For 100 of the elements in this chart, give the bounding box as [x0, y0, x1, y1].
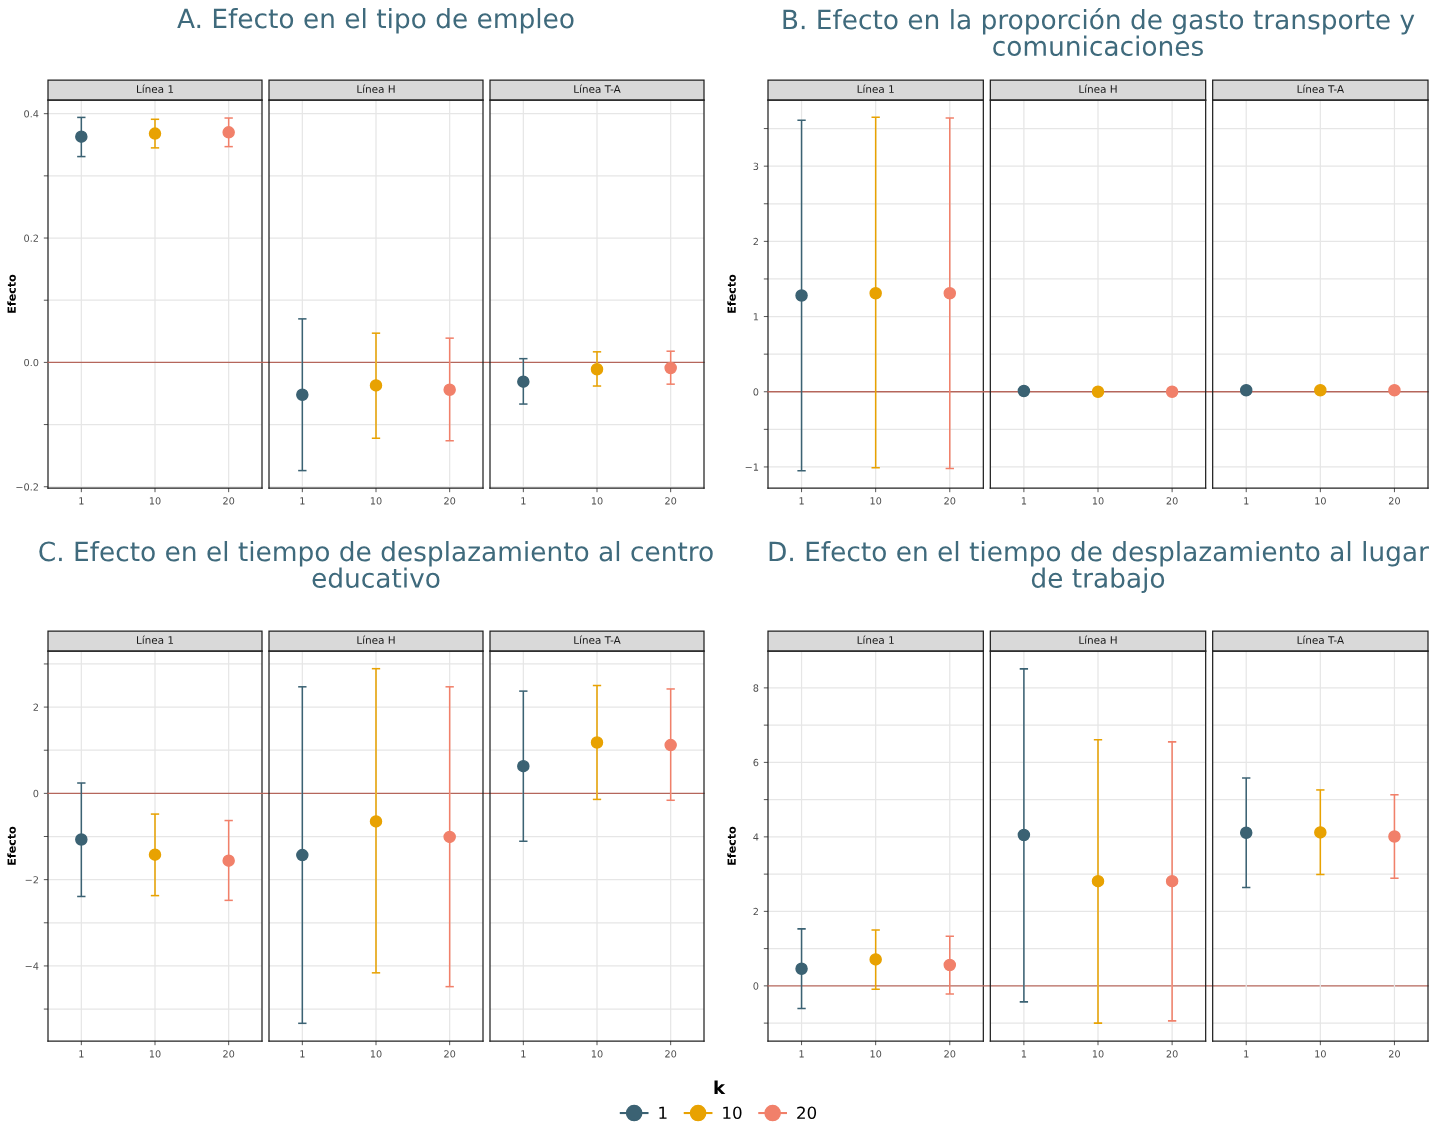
text: Línea 1 [137, 635, 174, 645]
point [943, 958, 957, 972]
point [1017, 828, 1031, 842]
point [1239, 826, 1253, 840]
x-tick-label: 10 [1315, 1050, 1326, 1058]
x-tick-label: 20 [1388, 1050, 1400, 1058]
chart-title: B. Efecto en la proporción de gasto transporte y comunicaciones [783, 8, 1415, 57]
point [943, 286, 957, 300]
point [148, 848, 162, 861]
text: Línea T-A [574, 84, 621, 94]
y-tick-label: −4 [25, 962, 39, 970]
chart-title: C. Efecto en el tiempo de desplazamiento al centro educativo [39, 541, 713, 588]
point [1091, 385, 1105, 399]
y-axis-title: Efecto [727, 826, 736, 865]
x-tick-label: 10 [1315, 497, 1326, 505]
point [1388, 383, 1401, 397]
x-tick-label: 20 [444, 1050, 456, 1058]
legend-label: 1 [659, 1106, 667, 1119]
x-tick-label: 1 [1021, 497, 1027, 505]
x-tick-label: 20 [665, 497, 677, 505]
point [148, 127, 162, 140]
x-tick-label: 1 [1244, 497, 1249, 505]
point [1091, 874, 1105, 888]
chart-title: D. Efecto en el tiempo de desplazamiento al lugar de trabajo [769, 541, 1429, 594]
x-tick-label: 1 [799, 497, 804, 505]
x-tick-label: 20 [665, 1050, 677, 1058]
text: Línea 1 [857, 635, 894, 645]
point [590, 362, 604, 376]
point [869, 953, 882, 966]
y-tick-label: 0 [753, 982, 759, 990]
legend-title: k [714, 1080, 726, 1095]
text: Línea H [1079, 635, 1117, 645]
x-tick-label: 1 [521, 497, 526, 505]
y-axis-title: Efecto [727, 274, 736, 313]
x-tick-label: 10 [149, 1050, 161, 1058]
y-tick-label: 8 [753, 684, 759, 692]
point [369, 815, 383, 828]
x-tick-label: 1 [799, 1050, 804, 1058]
x-tick-label: 10 [1092, 497, 1104, 505]
point [664, 738, 677, 752]
y-tick-label: −1 [745, 463, 759, 471]
y-tick-label: −2 [25, 876, 38, 884]
y-tick-label: 0 [33, 789, 39, 798]
x-tick-label: 1 [1244, 1050, 1249, 1058]
text: Línea H [357, 84, 395, 94]
y-tick-label: 0 [753, 388, 759, 396]
y-tick-label: 0.0 [24, 358, 39, 367]
y-axis-title: Efecto [7, 274, 16, 313]
y-tick-label: 2 [33, 703, 38, 711]
text: Línea 1 [137, 84, 174, 94]
x-tick-label: 10 [370, 497, 382, 505]
point [1165, 385, 1179, 399]
point [1388, 830, 1401, 843]
point [795, 962, 808, 975]
y-tick-label: 6 [753, 758, 759, 767]
y-tick-label: 0.2 [24, 234, 38, 242]
text: Línea T-A [574, 635, 621, 645]
x-tick-label: 20 [444, 497, 456, 505]
legend-label: 10 [723, 1106, 742, 1120]
y-tick-label: 3 [753, 162, 759, 170]
x-tick-label: 20 [223, 1050, 235, 1058]
point [443, 383, 456, 397]
point [1314, 383, 1327, 397]
text: Línea H [357, 635, 395, 645]
text: Línea 1 [857, 84, 894, 94]
text: Línea T-A [1297, 635, 1344, 645]
point [517, 375, 530, 388]
x-tick-label: 10 [870, 1050, 882, 1058]
y-tick-label: 0.4 [24, 110, 39, 118]
x-tick-label: 1 [300, 497, 305, 505]
point [1017, 384, 1031, 398]
point [369, 379, 383, 392]
y-tick-label: 2 [753, 907, 758, 916]
x-tick-label: 20 [223, 497, 235, 505]
x-tick-label: 10 [149, 497, 161, 505]
point [1314, 826, 1327, 839]
point [75, 130, 88, 143]
x-tick-label: 10 [591, 1050, 603, 1058]
x-tick-label: 20 [944, 1050, 956, 1058]
y-tick-label: 1 [753, 313, 759, 321]
y-tick-label: 2 [753, 237, 758, 246]
text: Línea T-A [1297, 84, 1344, 94]
x-tick-label: 10 [870, 497, 882, 505]
x-tick-label: 1 [79, 1050, 84, 1058]
y-tick-label: −0.2 [16, 483, 38, 491]
point [517, 759, 530, 773]
legend-label: 20 [797, 1106, 817, 1120]
point [443, 830, 456, 844]
y-tick-label: 4 [753, 833, 759, 841]
x-tick-label: 10 [1092, 1050, 1104, 1058]
x-tick-label: 1 [300, 1050, 305, 1058]
point [1239, 383, 1253, 397]
x-tick-label: 1 [79, 497, 84, 505]
chart-title: A. Efecto en el tipo de empleo [177, 8, 574, 34]
point [296, 388, 309, 401]
x-tick-label: 20 [1388, 497, 1400, 505]
point [590, 736, 604, 749]
x-tick-label: 1 [521, 1050, 526, 1058]
x-tick-label: 1 [1021, 1050, 1027, 1058]
x-tick-label: 10 [370, 1050, 382, 1058]
